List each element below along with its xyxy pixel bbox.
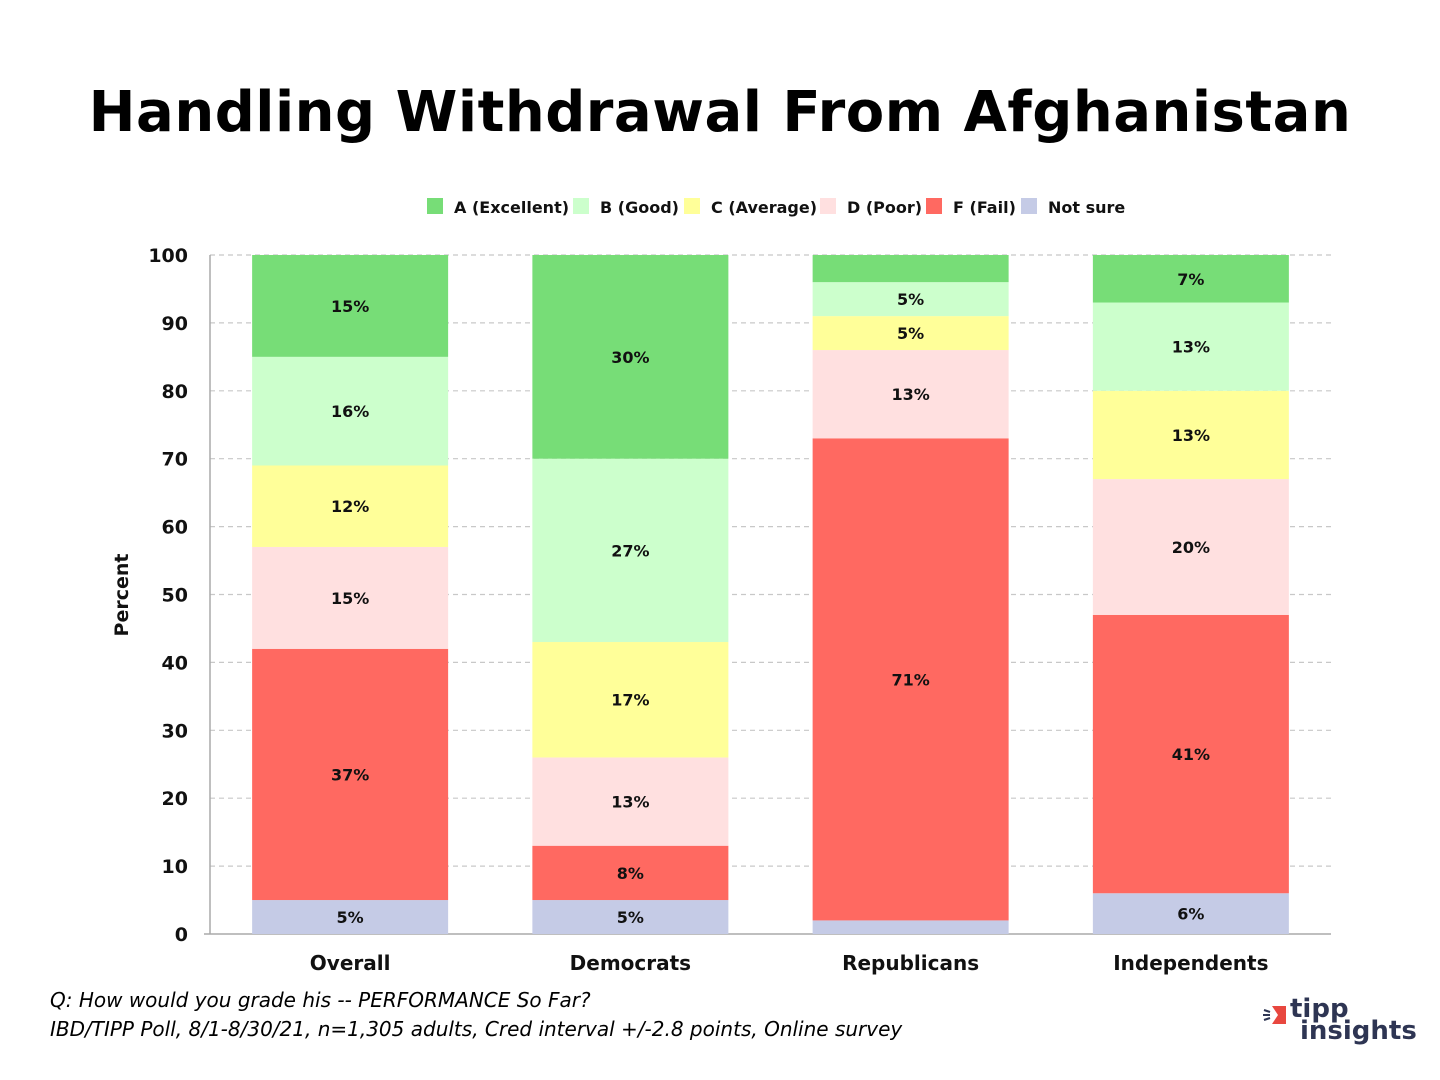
legend-swatch	[1021, 198, 1037, 214]
data-label: 30%	[611, 348, 649, 367]
y-tick-label: 60	[162, 517, 188, 539]
y-axis-label: Percent	[111, 554, 133, 637]
data-label: 37%	[331, 765, 369, 784]
legend-swatch	[573, 198, 589, 214]
bar-segment	[1092, 255, 1289, 303]
bar-segment	[1092, 614, 1289, 894]
bar-segment	[532, 900, 729, 934]
footer-question: Q: How would you grade his -- PERFORMANC…	[50, 988, 591, 1012]
bar-segment	[1092, 390, 1289, 480]
data-label: 5%	[337, 908, 364, 927]
data-label: 13%	[1172, 338, 1210, 357]
legend-label: C (Average)	[711, 198, 817, 217]
y-tick-label: 90	[162, 313, 188, 335]
y-tick-label: 30	[162, 720, 188, 742]
bar-segment	[252, 356, 449, 466]
data-label: 71%	[891, 670, 929, 689]
bar-segment	[532, 845, 729, 901]
y-tick-label: 10	[162, 856, 188, 878]
chart-title: Handling Withdrawal From Afghanistan	[88, 80, 1352, 145]
data-label: 20%	[1172, 538, 1210, 557]
bar-segment	[1092, 302, 1289, 391]
bar-segment	[252, 546, 449, 649]
bar-segment	[252, 648, 449, 901]
y-tick-label: 50	[162, 585, 188, 607]
data-label: 41%	[1172, 745, 1210, 764]
legend-label: A (Excellent)	[454, 198, 569, 217]
x-tick-label: Republicans	[842, 951, 979, 975]
legend-swatch	[427, 198, 443, 214]
data-label: 7%	[1177, 270, 1204, 289]
legend-swatch	[926, 198, 942, 214]
bar-segment	[812, 438, 1009, 921]
data-label: 13%	[611, 793, 649, 812]
x-tick-label: Independents	[1113, 951, 1268, 975]
bar-segment	[252, 255, 449, 357]
bar-segment	[532, 458, 729, 643]
y-tick-label: 70	[162, 449, 188, 471]
bar-segment	[532, 757, 729, 846]
legend-swatch	[820, 198, 836, 214]
data-label: 5%	[897, 290, 924, 309]
footer-source: IBD/TIPP Poll, 8/1-8/30/21, n=1,305 adul…	[50, 1017, 903, 1041]
y-tick-label: 80	[162, 381, 188, 403]
stacked-bar-chart: 0 10 20 30 40 50 60 70 80 90 100 Percent 5% 37% 15% 12%…	[111, 198, 1331, 975]
data-label: 12%	[331, 497, 369, 516]
bar-segment	[812, 920, 1009, 934]
data-label: 13%	[891, 385, 929, 404]
bar-segment	[812, 282, 1009, 317]
x-tick-label: Overall	[310, 951, 391, 975]
bar-segment	[1092, 893, 1289, 934]
bar-segment	[252, 900, 449, 934]
legend-label: Not sure	[1048, 198, 1125, 217]
logo-text-tipp: tipp	[1290, 994, 1349, 1024]
tipp-insights-logo: tipp insights	[1262, 994, 1417, 1050]
logo-mark-icon	[1263, 1006, 1286, 1024]
bar-segment	[812, 255, 1009, 283]
bar-segment	[812, 316, 1009, 351]
data-label: 16%	[331, 402, 369, 421]
data-label: 15%	[331, 297, 369, 316]
bar-segment	[252, 465, 449, 547]
data-label: 5%	[897, 324, 924, 343]
y-tick-label: 40	[162, 652, 188, 674]
bar-segment	[532, 255, 729, 459]
data-label: 17%	[611, 691, 649, 710]
x-tick-label: Democrats	[570, 951, 691, 975]
data-label: 6%	[1177, 905, 1204, 924]
legend-label: D (Poor)	[847, 198, 922, 217]
data-label: 13%	[1172, 426, 1210, 445]
legend-label: B (Good)	[600, 198, 679, 217]
bar-segment	[532, 642, 729, 758]
legend-label: F (Fail)	[953, 198, 1016, 217]
bar-segment	[1092, 479, 1289, 615]
data-label: 15%	[331, 589, 369, 608]
y-tick-label: 0	[175, 924, 188, 946]
y-tick-label: 100	[148, 245, 188, 267]
data-label: 5%	[617, 908, 644, 927]
bar-segment	[812, 350, 1009, 439]
legend-swatch	[684, 198, 700, 214]
logo-text-insights: insights	[1300, 1016, 1417, 1046]
data-label: 8%	[617, 864, 644, 883]
data-label: 27%	[611, 541, 649, 560]
y-tick-label: 20	[162, 788, 188, 810]
